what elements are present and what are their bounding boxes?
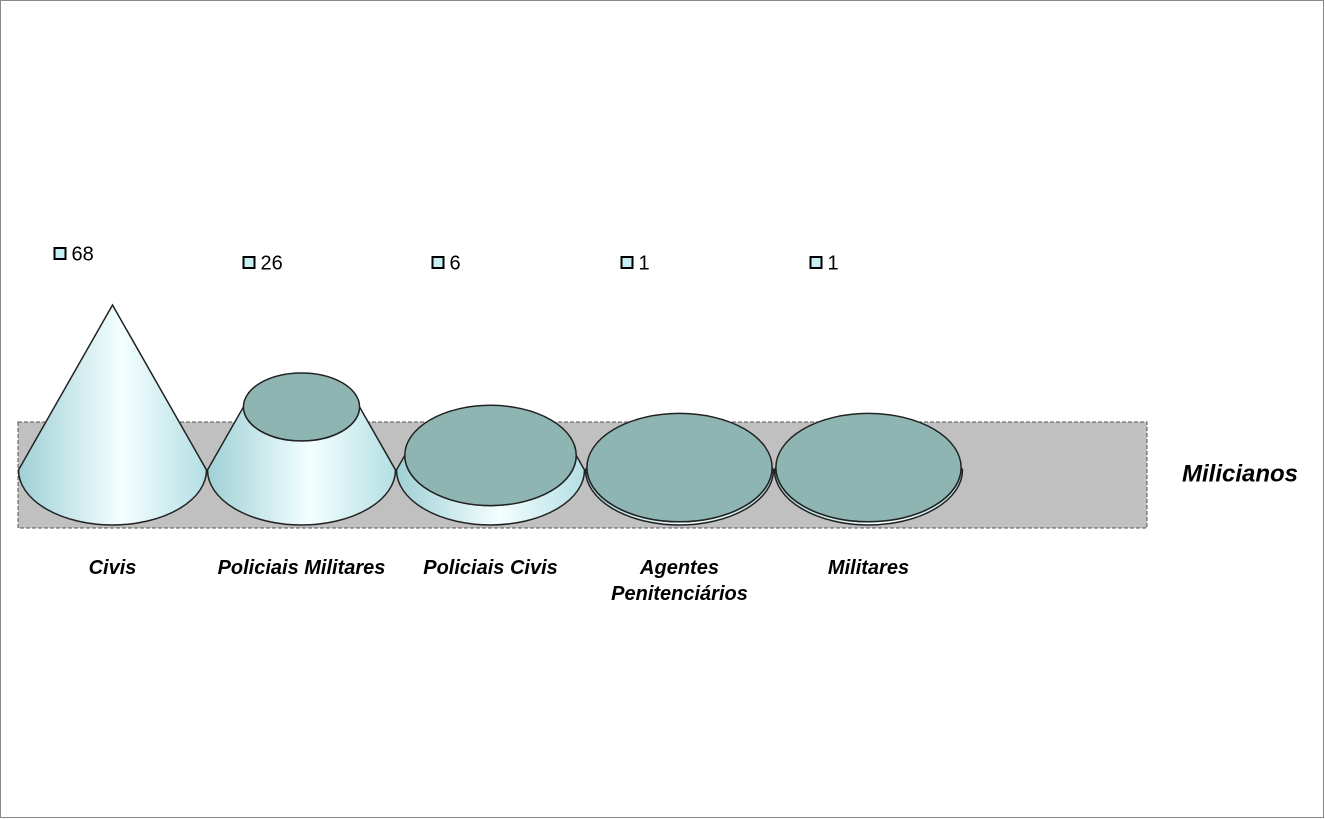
category-label: Policiais Militares [217,557,386,579]
data-label: 68 [72,243,94,265]
category-label: Militares [827,557,910,579]
cone [206,372,397,526]
category-label: Civis [88,557,137,579]
legend-key [431,256,445,269]
legend-key [53,247,67,260]
cone [773,412,964,526]
cone-side [17,303,208,526]
data-label: 6 [450,252,461,274]
cone-top [775,412,962,523]
data-label: 26 [261,252,283,274]
data-label: 1 [828,252,839,274]
cone [17,303,208,526]
cone-top [242,372,361,442]
cone-top [586,412,773,523]
data-label: 1 [639,252,650,274]
cone [584,412,775,526]
legend-key [620,256,634,269]
legend-key [809,256,823,269]
cone-top [404,404,577,507]
cone [395,404,586,526]
category-label: Policiais Civis [423,557,558,579]
series-label: Milicianos [1182,460,1298,487]
legend-key [242,256,256,269]
category-label: Agentes Penitenciários [611,557,748,605]
